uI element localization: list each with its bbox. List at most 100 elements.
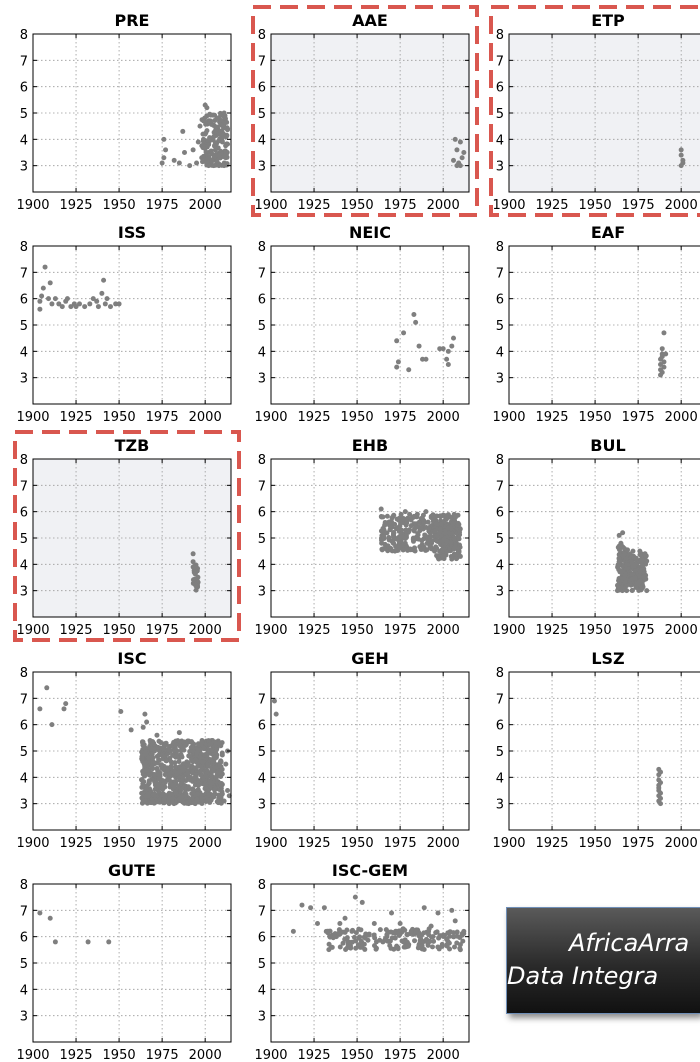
x-tick-label-geh: 1900 <box>254 836 287 851</box>
data-point-isc <box>216 740 222 746</box>
data-point-ehb <box>426 526 432 532</box>
data-point-eaf <box>661 364 667 370</box>
data-point-isc-gem <box>399 938 405 944</box>
data-point-isc <box>225 788 231 793</box>
data-point-iss <box>39 293 45 299</box>
data-point-geh <box>273 711 279 717</box>
banner-line-1: AfricaArra <box>569 929 690 957</box>
highlight-frame-tzb <box>13 430 241 642</box>
y-tick-label-iss: 8 <box>20 240 28 255</box>
x-tick-label-isc: 1925 <box>59 836 92 851</box>
x-tick-label-eaf: 1975 <box>622 410 655 425</box>
data-point-isc-gem <box>340 940 346 946</box>
y-tick-label-etp: 5 <box>496 107 504 122</box>
data-point-pre <box>201 118 207 124</box>
data-point-eaf <box>659 369 665 375</box>
y-tick-label-gute: 3 <box>20 1010 28 1025</box>
data-point-pre <box>161 136 167 142</box>
data-point-isc <box>142 749 148 755</box>
data-point-isc-gem <box>325 930 331 936</box>
data-point-pre <box>171 157 177 163</box>
data-point-ehb <box>434 533 440 539</box>
data-point-pre <box>195 139 201 145</box>
data-point-eaf <box>659 346 665 352</box>
data-point-isc <box>172 764 178 770</box>
data-point-ehb <box>418 525 424 531</box>
y-tick-label-etp: 4 <box>496 133 504 148</box>
y-tick-label-aae: 6 <box>258 81 266 96</box>
data-point-isc <box>143 793 149 799</box>
y-tick-label-bul: 8 <box>496 453 504 468</box>
data-point-isc <box>181 761 187 767</box>
y-tick-label-lsz: 7 <box>496 692 504 707</box>
data-point-isc <box>223 761 229 767</box>
data-point-bul <box>618 540 624 546</box>
highlight-frame-etp <box>489 5 700 217</box>
x-tick-label-etp: 1900 <box>492 198 525 213</box>
data-point-neic <box>401 330 407 336</box>
plot-area-bul <box>509 459 700 617</box>
data-point-isc-gem <box>347 944 353 950</box>
data-point-iss <box>59 304 65 310</box>
data-point-isc-gem <box>380 939 386 945</box>
chart-neic: 1900 1925 1950 1975 2000 3 4 5 6 7 8 NEIC <box>254 223 470 425</box>
x-tick-label-eaf: 1900 <box>492 410 525 425</box>
data-point-neic <box>394 364 400 370</box>
data-point-ehb <box>391 540 397 546</box>
x-tick-label-isc-gem: 1950 <box>341 1048 374 1062</box>
data-point-isc <box>163 757 169 763</box>
data-point-isc <box>198 772 204 778</box>
data-point-ehb <box>426 538 432 544</box>
chart-title-isc: ISC <box>117 649 146 668</box>
data-point-eaf <box>661 330 667 336</box>
data-point-aae <box>457 139 463 145</box>
data-point-isc-gem <box>389 910 395 916</box>
data-point-isc <box>151 791 157 797</box>
data-point-pre <box>213 147 219 153</box>
data-point-isc-gem <box>412 938 418 944</box>
data-point-isc <box>212 787 218 793</box>
data-point-bul <box>644 588 650 594</box>
y-tick-label-pre: 8 <box>20 28 28 43</box>
data-point-etp <box>680 160 686 166</box>
chart-ehb: 1900 1925 1950 1975 2000 3 4 5 6 7 8 EHB <box>254 436 470 638</box>
data-point-isc <box>199 739 205 745</box>
y-tick-label-aae: 4 <box>258 133 266 148</box>
data-point-neic <box>445 362 451 367</box>
y-tick-label-aae: 3 <box>258 160 266 175</box>
data-point-isc <box>44 685 50 691</box>
data-point-neic <box>437 346 443 352</box>
data-point-isc-gem <box>392 930 398 936</box>
x-tick-label-eaf: 1925 <box>535 410 568 425</box>
chart-title-tzb: TZB <box>115 436 150 455</box>
data-point-isc <box>178 793 184 799</box>
data-point-pre <box>213 140 219 146</box>
chart-title-aae: AAE <box>352 11 388 30</box>
data-point-neic <box>440 346 446 352</box>
data-point-isc <box>189 769 195 775</box>
data-point-isc-gem <box>449 907 455 913</box>
data-point-isc-gem <box>461 928 467 934</box>
y-tick-label-pre: 3 <box>20 160 28 175</box>
data-point-ehb <box>385 543 391 549</box>
data-point-isc-gem <box>314 921 320 926</box>
data-point-isc <box>219 752 225 758</box>
data-point-tzb <box>193 587 199 593</box>
data-point-iss <box>113 301 119 307</box>
chart-bul: 1900 1925 1950 1975 2000 3 4 5 6 7 8 BUL <box>492 436 700 638</box>
data-point-bul <box>639 557 645 563</box>
x-tick-label-lsz: 1950 <box>579 836 612 851</box>
data-point-bul <box>622 573 628 579</box>
data-point-isc <box>186 753 192 759</box>
data-point-isc-gem <box>372 943 378 949</box>
data-point-aae <box>451 157 457 163</box>
data-point-isc <box>170 752 176 758</box>
data-point-bul <box>616 562 622 568</box>
data-point-isc <box>140 782 146 788</box>
data-point-isc-gem <box>401 944 407 950</box>
data-point-ehb <box>449 556 455 562</box>
data-point-lsz <box>658 780 664 786</box>
y-tick-label-etp: 6 <box>496 81 504 96</box>
data-point-ehb <box>452 545 458 551</box>
data-point-aae <box>461 150 467 155</box>
